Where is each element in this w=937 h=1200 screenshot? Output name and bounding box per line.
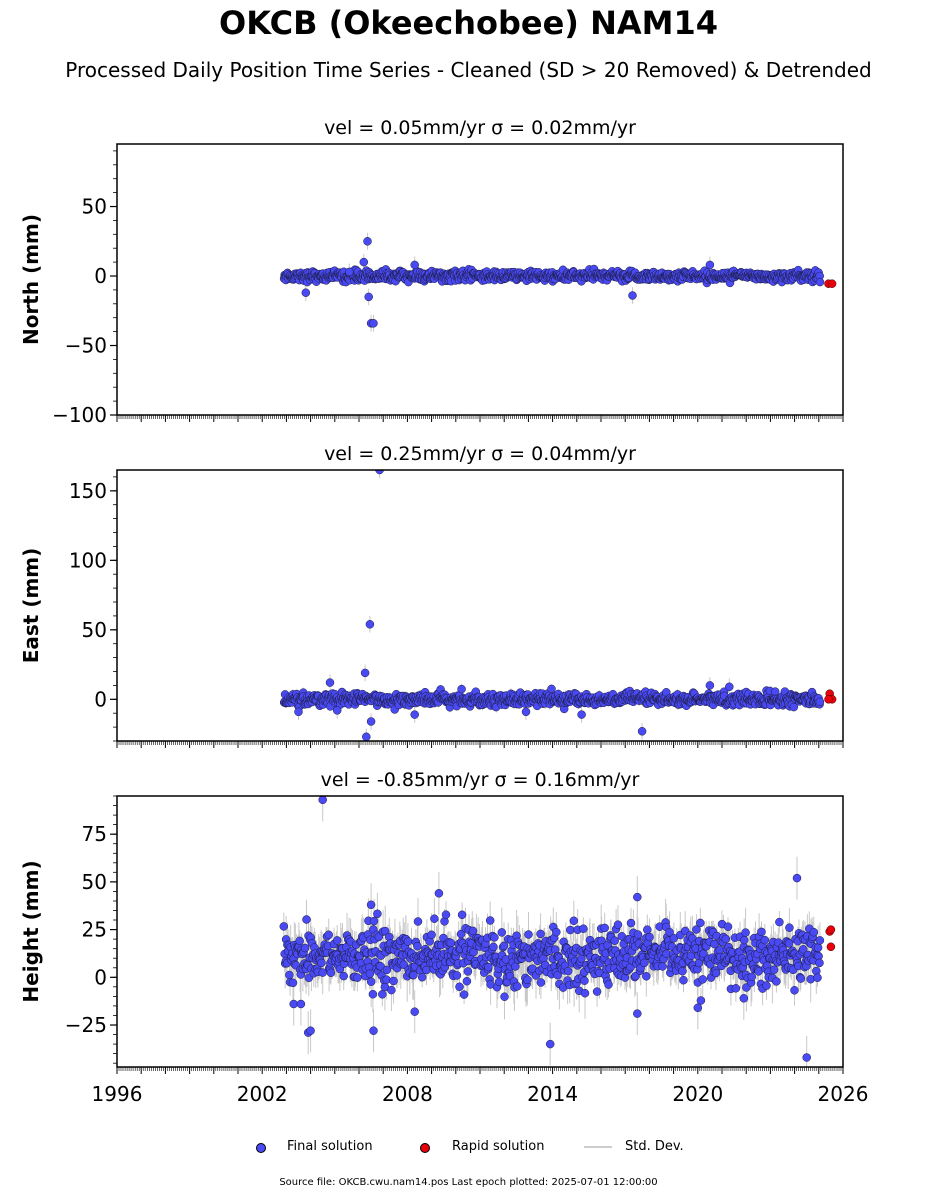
y-tick-label: −100 [52,403,107,427]
final-point-outlier [375,470,384,475]
final-point-outlier [366,717,376,726]
final-point-outlier [359,257,369,267]
y-tick-label: 0 [94,264,107,288]
y-tick-label: −50 [65,334,107,358]
final-point-outlier [410,710,419,719]
final-point-outlier [362,732,371,741]
y-tick-label: 100 [69,548,107,572]
final-point-outlier [325,678,335,687]
final-point-outlier [332,706,342,715]
final-point-outlier [705,681,715,690]
panel-height: vel = -0.85mm/yr σ = 0.16mm/yr Height (mm… [19,769,868,1106]
final-point [457,684,466,694]
y-axis-label-north: North (mm) [19,214,43,345]
y-axis-label-height: Height (mm) [19,860,43,1002]
final-point-outlier [294,707,303,717]
final-point-outlier [364,292,373,302]
final-point-outlier [521,707,531,717]
rapid-solution-points [824,689,837,704]
final-point-outlier [360,668,370,678]
chart-title: OKCB (Okeechobee) NAM14 [219,4,718,42]
final-point-outlier [410,260,419,270]
final-point-outlier [637,727,647,736]
data-layer-east [279,470,837,741]
data-layer-north [279,232,837,332]
y-tick-label: 0 [94,687,107,711]
final-point-outlier [705,260,715,270]
rapid-point [824,695,833,704]
panel-title-height: vel = -0.85mm/yr σ = 0.16mm/yr [321,769,640,791]
chart-subtitle: Processed Daily Position Time Series - C… [65,58,872,82]
final-point-outlier [577,710,586,719]
final-point-outlier [369,319,378,328]
final-point-outlier [363,237,372,246]
final-point-outlier [628,291,637,300]
final-point [815,697,825,707]
final-point [547,684,556,694]
y-axis-label-east: East (mm) [19,548,43,664]
data-layer-height [279,796,836,1067]
final-solution-points [279,470,825,741]
final-point-outlier [301,288,311,297]
final-solution-points [279,237,825,328]
y-tick-label: 50 [82,618,107,642]
rapid-point [827,279,837,288]
final-point-outlier [345,267,354,277]
y-tick-label: 50 [82,195,107,219]
final-point-outlier [725,682,734,692]
panel-title-east: vel = 0.25mm/yr σ = 0.04mm/yr [324,443,636,465]
rapid-solution-points [824,279,837,288]
panel-title-north: vel = 0.05mm/yr σ = 0.02mm/yr [324,117,636,139]
panel-east: vel = 0.25mm/yr σ = 0.04mm/yr East (mm) 0 5… [19,443,844,748]
final-point-outlier [365,620,375,629]
final-point [789,702,799,712]
final-point [815,277,825,287]
final-point [770,687,780,696]
y-tick-label: 150 [69,479,107,503]
